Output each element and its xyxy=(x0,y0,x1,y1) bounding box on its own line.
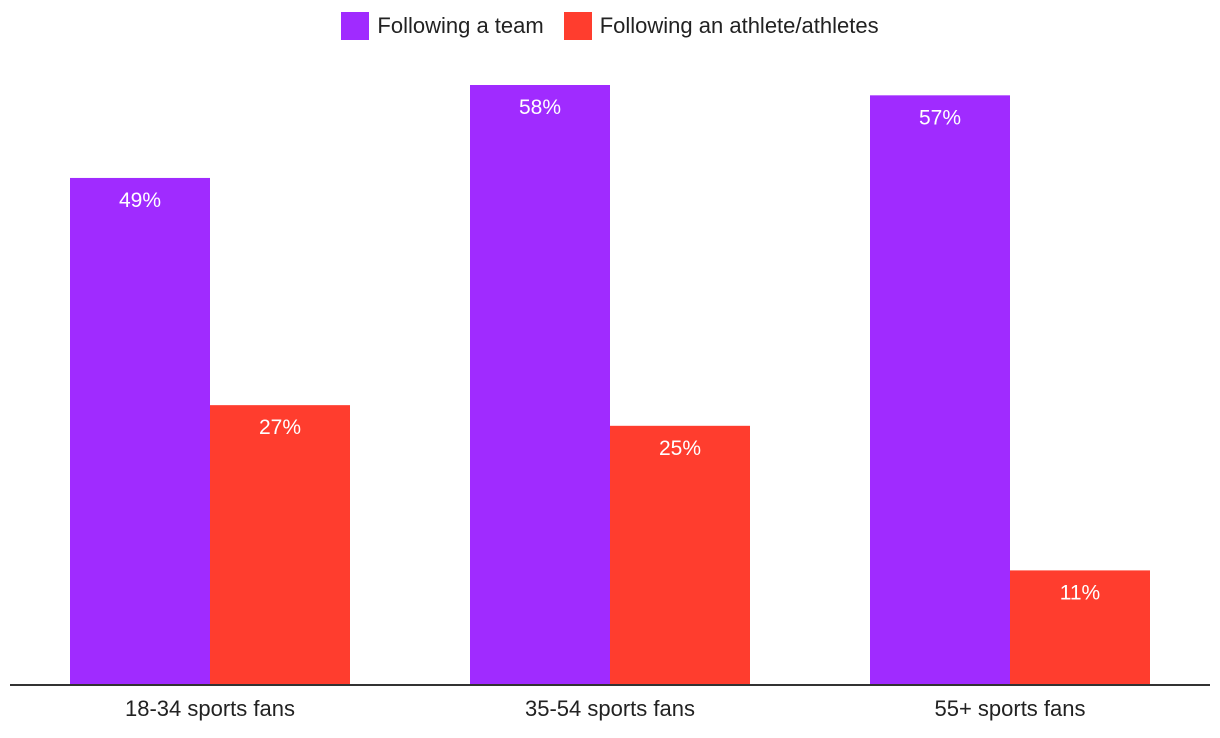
category-label-1: 35-54 sports fans xyxy=(525,696,695,721)
data-label-athlete-0: 27% xyxy=(259,416,301,439)
legend-item-athlete: Following an athlete/athletes xyxy=(563,12,879,40)
bar-team-1 xyxy=(470,85,610,684)
bar-athlete-2 xyxy=(1010,570,1150,684)
category-label-2: 55+ sports fans xyxy=(934,696,1085,721)
data-label-team-2: 57% xyxy=(919,106,961,129)
category-label-0: 18-34 sports fans xyxy=(125,696,295,721)
bars-group xyxy=(70,85,1150,685)
bar-team-0 xyxy=(70,177,210,684)
chart-legend: Following a team Following an athlete/at… xyxy=(0,12,1220,40)
bar-athlete-1 xyxy=(610,425,750,684)
data-label-team-0: 49% xyxy=(119,189,161,212)
data-label-team-1: 58% xyxy=(519,96,561,119)
data-label-athlete-1: 25% xyxy=(659,437,701,460)
legend-item-team: Following a team xyxy=(341,12,544,40)
legend-label-team: Following a team xyxy=(377,13,544,38)
bar-labels-group: 49% 27% 58% 25% 57% 11% xyxy=(119,96,1100,604)
bar-team-2 xyxy=(870,95,1010,685)
bar-athlete-0 xyxy=(210,405,350,684)
legend-swatch-athlete xyxy=(563,12,592,40)
data-label-athlete-2: 11% xyxy=(1060,581,1100,604)
legend-swatch-team xyxy=(341,12,370,40)
category-labels-group: 18-34 sports fans 35-54 sports fans 55+ sp… xyxy=(125,696,1086,721)
legend-label-athlete: Following an athlete/athletes xyxy=(599,13,879,38)
